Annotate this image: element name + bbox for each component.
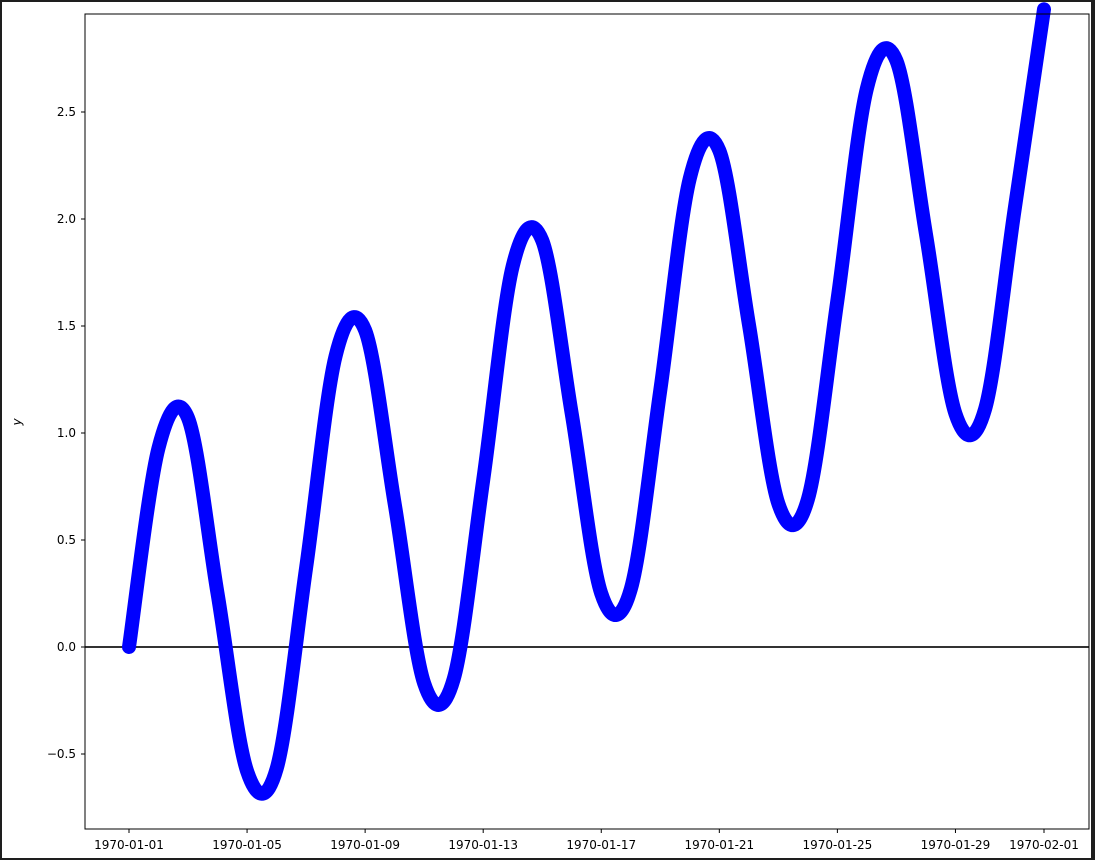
x-tick-label: 1970-01-25	[803, 838, 873, 852]
x-tick-label: 1970-01-29	[921, 838, 991, 852]
y-axis-label: y	[10, 418, 24, 427]
data-point	[654, 384, 667, 397]
data-point	[418, 677, 431, 690]
data-point	[860, 82, 873, 95]
y-tick-label: 0.0	[57, 640, 76, 654]
series-line-0	[122, 2, 1051, 801]
data-point	[359, 324, 372, 337]
x-axis-ticks: 1970-01-01 1970-01-05 1970-01-09 1970-01-13…	[94, 829, 1079, 852]
x-tick-label: 1970-01-05	[212, 838, 282, 852]
data-point	[565, 407, 578, 420]
data-point	[772, 497, 785, 510]
y-tick-label: 1.0	[57, 426, 76, 440]
data-point	[1008, 204, 1021, 217]
data-point	[742, 317, 755, 330]
axes	[84, 13, 1090, 830]
data-point	[241, 765, 254, 778]
data-point	[831, 294, 844, 307]
x-tick-label: 1970-02-01	[1009, 838, 1079, 852]
axes-frame	[84, 13, 1090, 830]
data-point	[919, 227, 932, 240]
data-point	[949, 407, 962, 420]
data-point	[595, 587, 608, 600]
y-axis-ticks: −0.5 0.0 0.5 1.0 1.5 2.0 2.5	[47, 105, 85, 761]
data-point	[978, 403, 991, 416]
data-point	[477, 474, 490, 487]
data-point	[683, 172, 696, 185]
y-tick-label: −0.5	[47, 747, 76, 761]
y-tick-label: 0.5	[57, 533, 76, 547]
y-tick-label: 2.5	[57, 105, 76, 119]
x-tick-label: 1970-01-09	[330, 838, 400, 852]
x-tick-label: 1970-01-17	[566, 838, 636, 852]
data-point	[388, 497, 401, 510]
data-point	[536, 234, 549, 247]
x-tick-label: 1970-01-13	[448, 838, 518, 852]
data-point	[890, 54, 903, 67]
data-point	[447, 673, 460, 686]
data-point	[506, 260, 519, 273]
data-point	[270, 762, 283, 775]
x-tick-label: 1970-01-01	[94, 838, 164, 852]
data-point	[1038, 3, 1050, 16]
data-point	[211, 587, 224, 600]
y-tick-label: 2.0	[57, 212, 76, 226]
data-point	[300, 561, 313, 574]
data-point	[801, 493, 814, 506]
y-tick-label: 1.5	[57, 319, 76, 333]
x-tick-label: 1970-01-21	[684, 838, 754, 852]
data-point	[123, 641, 135, 653]
data-point	[182, 412, 195, 425]
data-point	[713, 144, 726, 157]
plot-area	[85, 2, 1089, 801]
data-point	[329, 349, 342, 362]
data-point	[624, 583, 637, 596]
data-point	[152, 441, 165, 454]
